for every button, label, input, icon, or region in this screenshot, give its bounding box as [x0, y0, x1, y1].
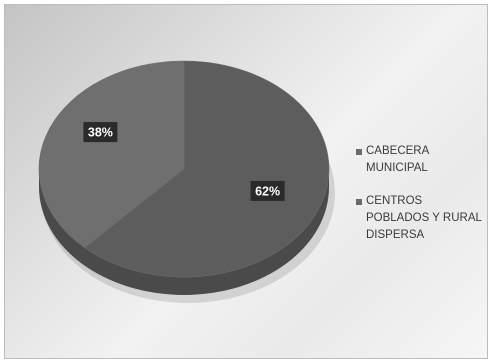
legend-swatch-centros: [356, 199, 362, 205]
legend-label-cabecera: CABECERA MUNICIPAL: [366, 145, 429, 174]
legend-item-centros: CENTROS POBLADOS Y RURAL DISPERSA: [356, 193, 488, 244]
data-label-centros: 62%: [255, 184, 280, 198]
pie-slice-centros: [84, 60, 330, 278]
data-label-box-cabecera: [83, 122, 118, 143]
pie-side-wall: [39, 169, 329, 295]
legend-item-cabecera: CABECERA MUNICIPAL: [356, 143, 488, 177]
data-label-cabecera: 38%: [88, 126, 113, 140]
legend-label-centros: CENTROS POBLADOS Y RURAL DISPERSA: [366, 195, 482, 241]
legend-swatch-cabecera: [356, 149, 362, 155]
chart-legend: CABECERA MUNICIPAL CENTROS POBLADOS Y RU…: [356, 143, 488, 260]
pie-slice-cabecera: [38, 60, 185, 249]
data-label-box-centros: [250, 180, 285, 201]
